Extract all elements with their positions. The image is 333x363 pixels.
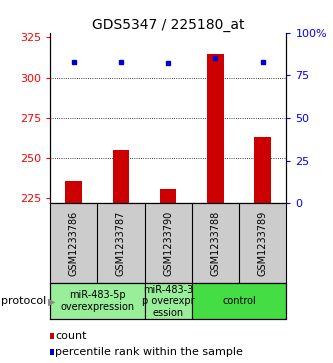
Text: GSM1233789: GSM1233789	[258, 211, 268, 276]
FancyBboxPatch shape	[50, 283, 145, 319]
Text: GSM1233787: GSM1233787	[116, 211, 126, 276]
Title: GDS5347 / 225180_at: GDS5347 / 225180_at	[92, 18, 244, 32]
Text: control: control	[222, 296, 256, 306]
Bar	[65, 181, 82, 203]
Bar	[113, 150, 129, 203]
Text: protocol: protocol	[1, 296, 47, 306]
Bar	[254, 137, 271, 203]
Text: GSM1233790: GSM1233790	[163, 211, 173, 276]
Text: ▶: ▶	[48, 296, 56, 306]
FancyBboxPatch shape	[145, 283, 192, 319]
Bar	[160, 189, 176, 203]
Text: count: count	[55, 331, 87, 341]
Text: miR-483-5p
overexpression: miR-483-5p overexpression	[60, 290, 134, 312]
FancyBboxPatch shape	[192, 283, 286, 319]
Text: percentile rank within the sample: percentile rank within the sample	[55, 347, 243, 357]
Text: GSM1233788: GSM1233788	[210, 211, 220, 276]
Text: miR-483-3
p overexpr
ession: miR-483-3 p overexpr ession	[142, 285, 194, 318]
Bar	[207, 54, 224, 203]
Text: GSM1233786: GSM1233786	[69, 211, 79, 276]
